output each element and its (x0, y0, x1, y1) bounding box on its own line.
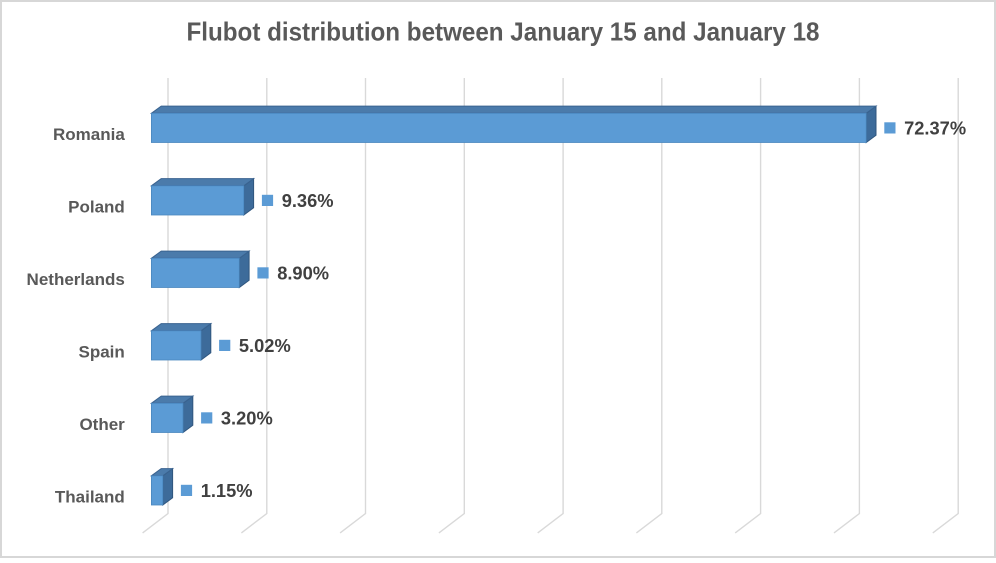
svg-text:8.90%: 8.90% (277, 263, 329, 284)
svg-text:Romania: Romania (53, 125, 125, 144)
svg-text:72.37%: 72.37% (904, 118, 966, 139)
svg-text:9.36%: 9.36% (282, 190, 334, 211)
svg-text:Flubot distribution between Ja: Flubot distribution between January 15 a… (187, 17, 820, 47)
svg-text:1.15%: 1.15% (201, 480, 253, 501)
svg-text:Spain: Spain (79, 342, 125, 361)
svg-text:Other: Other (79, 415, 125, 434)
svg-text:Netherlands: Netherlands (27, 270, 125, 289)
svg-text:Poland: Poland (68, 197, 125, 216)
svg-text:5.02%: 5.02% (239, 335, 291, 356)
svg-text:3.20%: 3.20% (221, 408, 273, 429)
svg-text:Thailand: Thailand (55, 487, 125, 506)
